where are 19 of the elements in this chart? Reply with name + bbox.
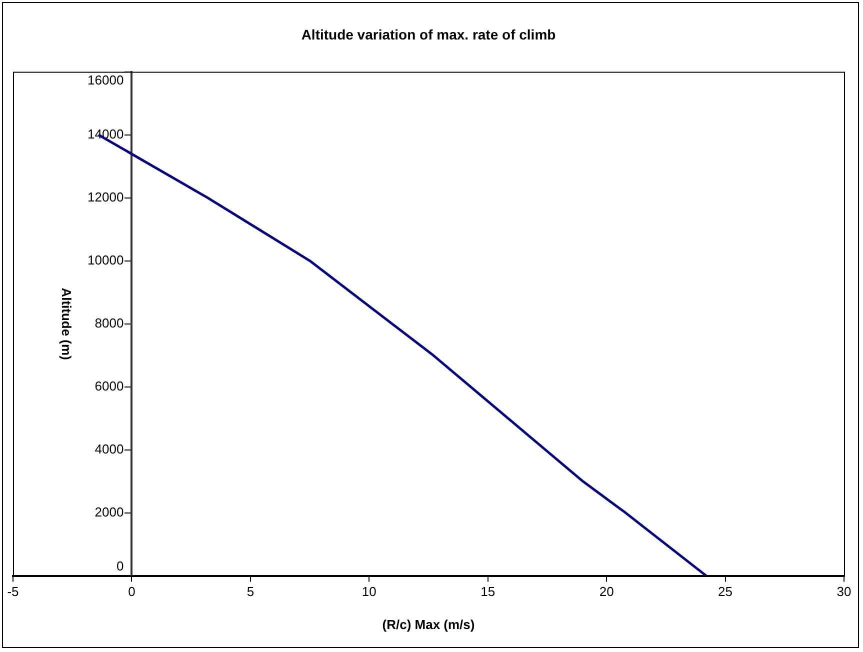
y-tick-label: 0 xyxy=(116,558,124,574)
y-tick-label: 10000 xyxy=(88,252,124,268)
x-tick-label: 0 xyxy=(128,584,136,600)
x-axis-title: (R/c) Max (m/s) xyxy=(382,616,475,632)
y-tick-label: 12000 xyxy=(88,189,124,204)
x-tick-label: 20 xyxy=(599,584,614,600)
x-tick-label: 25 xyxy=(718,584,733,600)
y-axis-title: Altitude (m) xyxy=(59,288,74,360)
y-tick-label: 8000 xyxy=(94,315,124,330)
chart-title: Altitude variation of max. rate of climb xyxy=(301,26,556,42)
y-tick-label: 6000 xyxy=(94,378,124,394)
y-tick-label: 2000 xyxy=(94,504,124,520)
y-tick-label: 16000 xyxy=(88,72,124,88)
x-tick-label: 15 xyxy=(480,584,496,600)
x-tick-label: -5 xyxy=(7,584,19,600)
x-tick-label: 10 xyxy=(362,584,376,600)
y-tick-label: 4000 xyxy=(94,441,124,456)
x-tick-label: 5 xyxy=(246,584,254,600)
x-tick-label: 30 xyxy=(836,584,852,600)
